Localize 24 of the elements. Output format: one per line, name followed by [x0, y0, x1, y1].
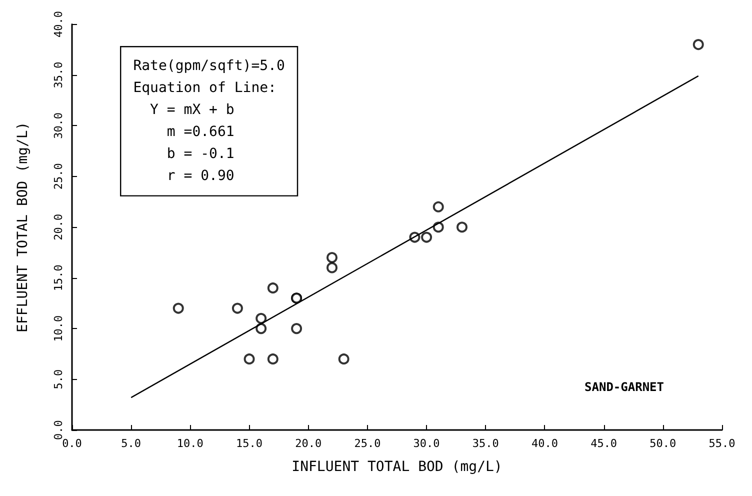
- y-tick-label: 15.0: [52, 264, 65, 292]
- y-tick-label: 25.0: [52, 163, 65, 190]
- y-tick-label: 40.0: [52, 10, 65, 38]
- x-tick-label: 0.0: [62, 437, 82, 450]
- x-tick-label: 5.0: [121, 437, 142, 450]
- x-tick-label: 10.0: [176, 437, 204, 450]
- y-tick-label: 10.0: [52, 315, 65, 342]
- annotation: Rate(gpm/sqft)=5.0 Equation of Line: Y = mX + b m =0.661 b = -0.1 r = 0.90: [133, 58, 285, 184]
- x-tick-label: 30.0: [413, 437, 440, 450]
- x-tick-label: 25.0: [354, 437, 381, 450]
- y-axis-title: EFFLUENT TOTAL BOD (mg/L): [15, 122, 31, 332]
- x-tick-label: 35.0: [472, 437, 499, 450]
- y-tick-label: 20.0: [52, 214, 65, 240]
- y-tick-label: 5.0: [52, 369, 65, 390]
- x-tick-label: 45.0: [590, 437, 618, 450]
- annotation: SAND-GARNET: [584, 380, 664, 394]
- x-tick-label: 15.0: [236, 437, 263, 450]
- x-tick-label: 40.0: [531, 437, 558, 450]
- x-tick-label: 50.0: [650, 437, 676, 450]
- x-axis-title: INFLUENT TOTAL BOD (mg/L): [292, 459, 502, 475]
- y-tick-label: 35.0: [52, 62, 65, 88]
- y-tick-label: 30.0: [52, 112, 65, 139]
- x-tick-label: 55.0: [708, 437, 736, 450]
- x-tick-label: 20.0: [295, 437, 322, 450]
